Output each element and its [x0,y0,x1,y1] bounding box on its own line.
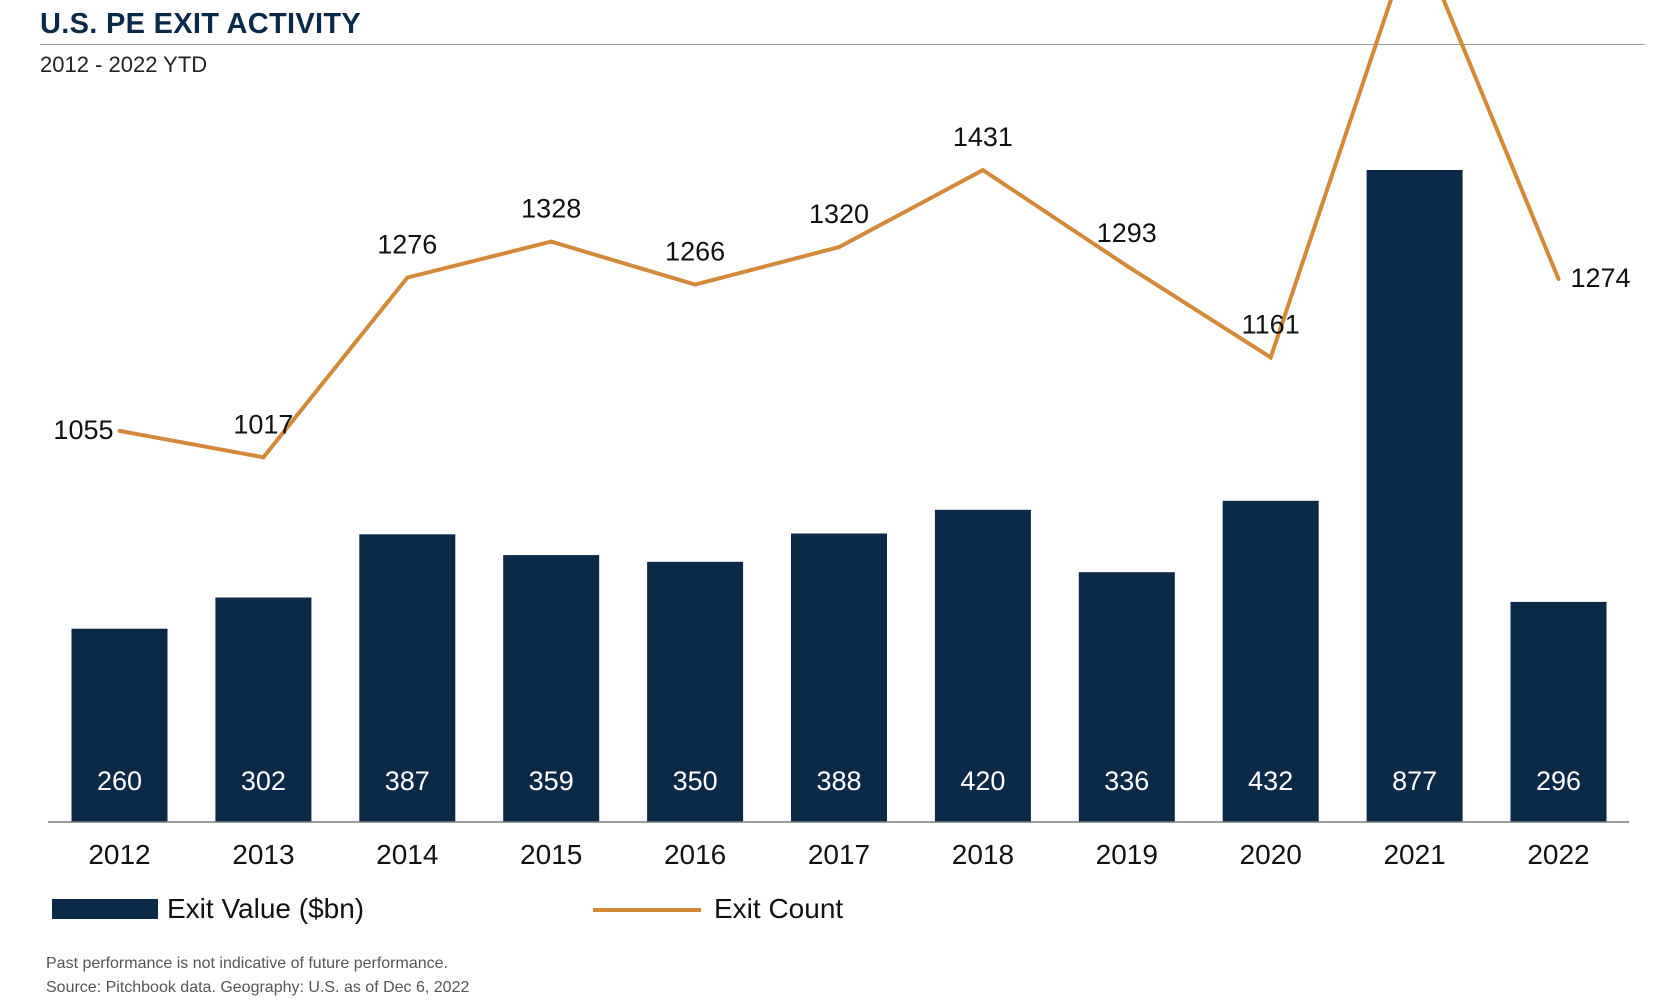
bars-layer [71,170,1607,822]
x-tick-label-2012: 2012 [88,839,150,870]
count-value-label-2013: 1017 [233,409,293,439]
x-tick-label-2021: 2021 [1383,839,1445,870]
legend-line-swatch [593,908,701,912]
bar-value-label-2014: 387 [385,766,430,796]
bar-value-label-2021: 877 [1392,766,1437,796]
bar-value-label-2019: 336 [1104,766,1149,796]
exit-count-point-2013 [261,455,266,460]
legend-line-label: Exit Count [714,893,844,924]
count-value-label-2014: 1276 [377,230,437,260]
count-value-label-2016: 1266 [665,237,725,267]
labels-layer: 260 2012 302 2013 387 2014 359 2015 350 2016 388 20… [53,122,1631,870]
bar-2020 [1222,500,1319,822]
legend-bar-label: Exit Value ($bn) [167,893,365,924]
bar-value-label-2018: 420 [960,766,1005,796]
count-value-label-2019: 1293 [1097,218,1157,248]
bar-2012 [71,628,168,822]
bar-value-label-2015: 359 [529,766,574,796]
chart-subtitle: 2012 - 2022 YTD [40,52,208,77]
title-divider [40,44,1645,45]
x-tick-label-2014: 2014 [376,839,438,870]
count-value-label-2015: 1328 [521,194,581,224]
bar-2021 [1366,170,1463,822]
count-value-label-2018: 1431 [953,122,1013,152]
x-tick-label-2020: 2020 [1240,839,1302,870]
footnote-source: Source: Pitchbook data. Geography: U.S. … [46,979,470,996]
bar-value-label-2012: 260 [97,766,142,796]
exit-count-point-2014 [405,275,410,280]
legend-bar-swatch [52,899,158,919]
count-value-label-2020: 1161 [1242,309,1300,339]
count-value-label-2022: 1274 [1571,263,1631,293]
exit-count-point-2015 [549,239,554,244]
x-tick-label-2019: 2019 [1096,839,1158,870]
exit-count-point-2019 [1124,263,1129,268]
bar-value-label-2013: 302 [241,766,286,796]
bar-2016 [647,561,744,822]
bar-2018 [934,509,1031,822]
x-tick-label-2017: 2017 [808,839,870,870]
footnote-disclaimer: Past performance is not indicative of fu… [46,955,448,972]
x-tick-label-2015: 2015 [520,839,582,870]
exit-count-point-2016 [693,282,698,287]
bar-2015 [503,555,600,822]
exit-count-point-2022 [1556,277,1561,281]
x-tick-label-2013: 2013 [232,839,294,870]
bar-2013 [215,597,312,822]
x-tick-label-2022: 2022 [1527,839,1589,870]
exit-count-point-2012 [117,428,122,433]
bar-value-label-2017: 388 [816,766,861,796]
bar-value-label-2022: 296 [1536,766,1581,796]
count-value-label-2012: 1055 [53,415,113,445]
x-tick-label-2018: 2018 [952,839,1014,870]
bar-value-label-2016: 350 [673,766,718,796]
bar-value-label-2020: 432 [1248,766,1293,796]
line-layer [117,0,1561,460]
chart-plot: 260 2012 302 2013 387 2014 359 2015 350 2016 388 20… [48,0,1631,870]
bar-2019 [1078,572,1175,822]
bar-2022 [1510,601,1607,822]
exit-count-point-2018 [980,168,985,173]
x-tick-label-2016: 2016 [664,839,726,870]
exit-count-point-2017 [837,245,841,250]
bar-2017 [791,533,887,822]
chart-title: U.S. PE EXIT ACTIVITY [40,8,362,40]
bar-2014 [359,534,456,822]
count-value-label-2017: 1320 [809,199,869,229]
exit-count-point-2020 [1268,355,1273,360]
